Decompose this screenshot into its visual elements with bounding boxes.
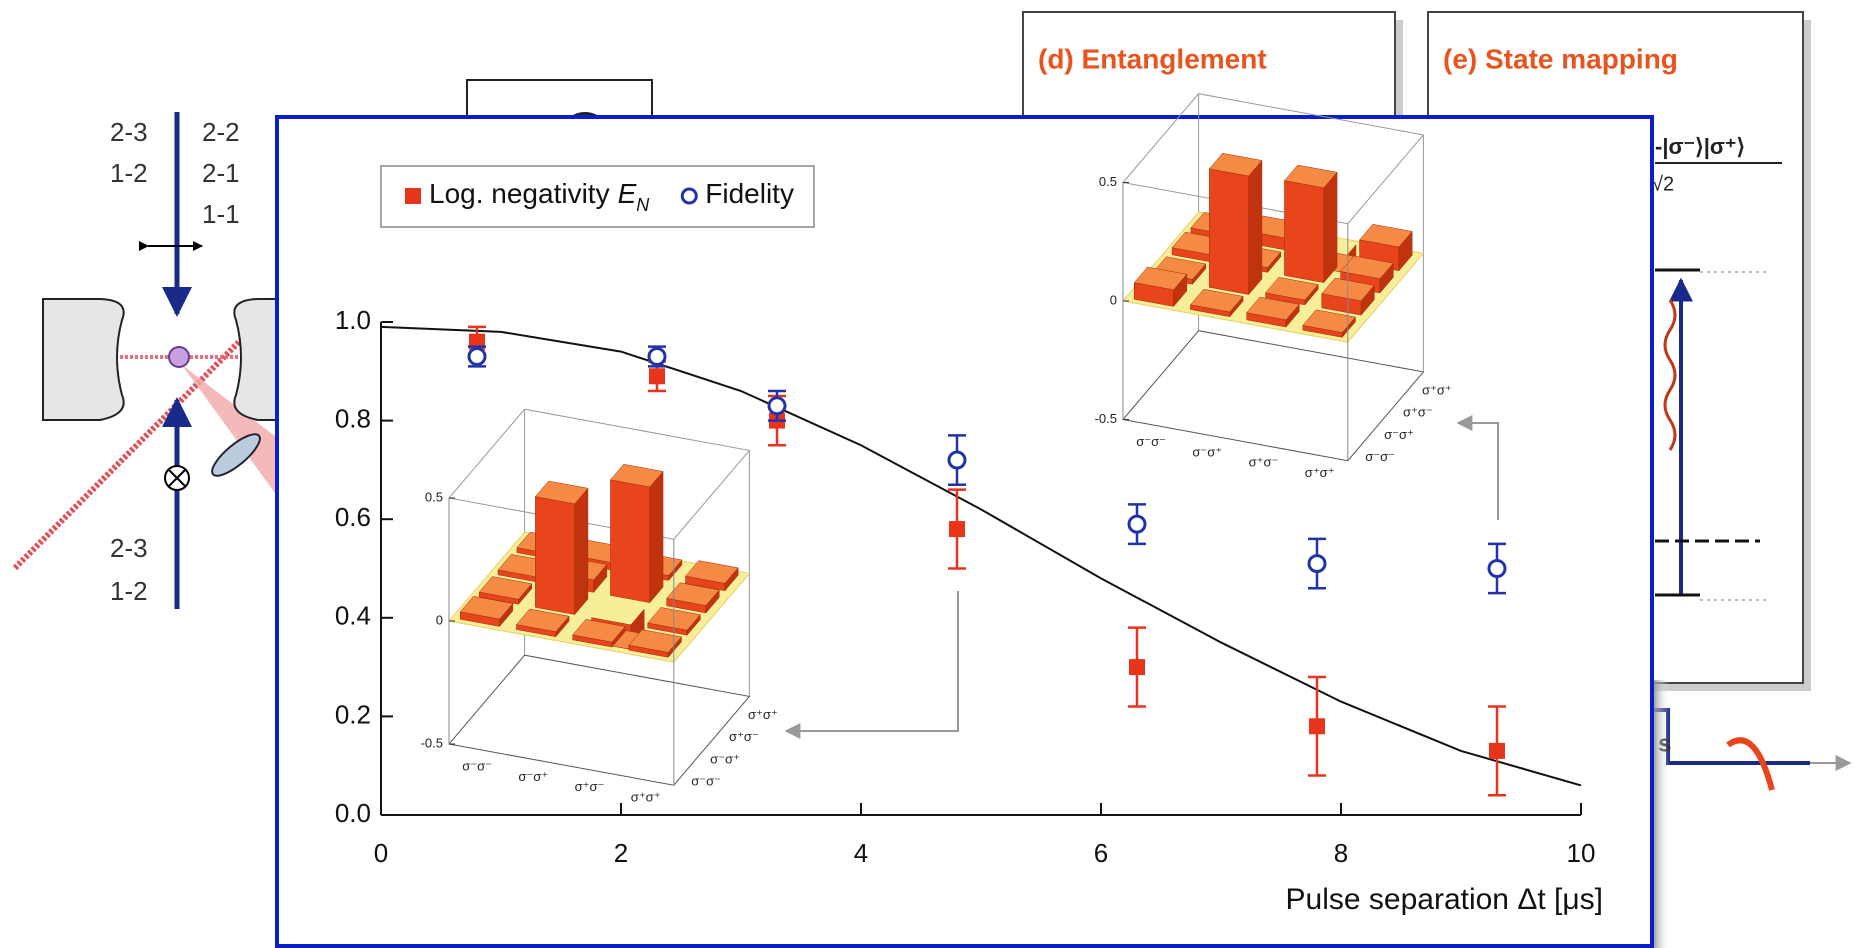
data-point <box>1129 516 1145 532</box>
state-sqrt: √2 <box>1652 173 1674 195</box>
inset-tick-label: -0.5 <box>421 735 443 750</box>
atom <box>169 347 189 367</box>
legend-label: Log. negativity EN <box>429 178 650 214</box>
inset-y-label: σ⁺σ⁻ <box>1403 405 1433 420</box>
inset-y-label: σ⁺σ⁺ <box>1422 382 1452 397</box>
y-tick-label: 1.0 <box>335 305 371 335</box>
data-point <box>769 398 785 414</box>
x-tick-label: 10 <box>1567 838 1596 868</box>
x-tick-label: 8 <box>1334 838 1348 868</box>
bar-side <box>650 471 663 602</box>
panel-title: (d) Entanglement <box>1038 43 1267 74</box>
inset-bar <box>1134 267 1187 306</box>
bar-front <box>610 480 649 603</box>
transition-label: 1-2 <box>110 158 148 188</box>
bar-side <box>1249 160 1262 294</box>
inset-x-label: σ⁻σ⁺ <box>1192 444 1222 459</box>
inset-x-label: σ⁺σ⁻ <box>1249 455 1279 470</box>
pulse-line <box>1652 710 1810 763</box>
y-tick-label: 0.0 <box>335 798 371 828</box>
data-point <box>1489 561 1505 577</box>
transition-label: 1-1 <box>202 199 240 229</box>
mirror-left <box>43 299 124 420</box>
bar-side <box>1324 172 1337 282</box>
inset-x-label: σ⁻σ⁻ <box>1136 434 1166 449</box>
data-point <box>1129 659 1145 675</box>
inset-tick-label: -0.5 <box>1095 411 1117 426</box>
legend-marker <box>405 188 421 204</box>
legend: Log. negativity EN Fidelity <box>381 166 814 227</box>
legend-subscript: N <box>636 195 650 215</box>
inset-y-label: σ⁻σ⁻ <box>1365 449 1395 464</box>
data-point <box>1489 743 1505 759</box>
bar-front <box>1209 169 1248 295</box>
y-tick-label: 0.8 <box>335 403 371 433</box>
data-point <box>649 368 665 384</box>
inset-y-label: σ⁻σ⁺ <box>710 751 740 766</box>
x-axis-label: Pulse separation Δt [μs] <box>1286 883 1603 916</box>
inset-x-label: σ⁺σ⁻ <box>575 779 605 794</box>
x-tick-label: 6 <box>1094 838 1108 868</box>
data-point <box>949 452 965 468</box>
y-tick-label: 0.2 <box>335 699 371 729</box>
inset-tick-label: 0.5 <box>1099 174 1117 189</box>
inset-x-label: σ⁺σ⁺ <box>1305 465 1335 480</box>
legend-label: Fidelity <box>705 178 794 209</box>
inset-bar <box>610 464 663 602</box>
x-tick-label: 0 <box>374 838 388 868</box>
pulse-shape <box>1728 740 1772 790</box>
inset-tick-label: 0 <box>1110 292 1117 307</box>
panel-title: (e) State mapping <box>1443 43 1678 74</box>
transition-label: 2-3 <box>110 117 148 147</box>
transition-label: 1-2 <box>110 576 148 606</box>
legend-name: Fidelity <box>705 178 794 209</box>
data-point <box>949 521 965 537</box>
frame-shadow <box>1652 680 1670 948</box>
bar-side <box>575 488 588 614</box>
data-point <box>1309 718 1325 734</box>
state-formula: -|σ⁻⟩|σ⁺⟩ <box>1655 134 1745 159</box>
data-point <box>649 349 665 365</box>
page: 2-3 1-2 2-2 2-1 1-1 2-3 1-2 (d) Entangle… <box>0 0 1854 948</box>
transition-label: 2-3 <box>110 533 148 563</box>
mirror-right <box>234 299 280 420</box>
inset-y-label: σ⁻σ⁻ <box>691 774 721 789</box>
bar-front <box>535 497 574 615</box>
legend-marker <box>682 189 696 203</box>
inset-x-label: σ⁻σ⁺ <box>518 769 548 784</box>
y-tick-label: 0.4 <box>335 601 371 631</box>
transition-label: 2-2 <box>202 117 240 147</box>
data-point <box>469 349 485 365</box>
inset-tick-label: 0 <box>436 612 443 627</box>
inset-bar <box>1284 165 1337 283</box>
inset-x-label: σ⁺σ⁺ <box>631 789 661 804</box>
inset-bar <box>1209 153 1262 294</box>
legend-name: Log. negativity <box>429 178 610 209</box>
x-tick-label: 4 <box>854 838 868 868</box>
data-point <box>1309 556 1325 572</box>
x-tick-label: 2 <box>614 838 628 868</box>
inset-y-label: σ⁺σ⁺ <box>748 707 778 722</box>
bar-front <box>1284 181 1323 283</box>
inset-bar <box>535 481 588 614</box>
legend-symbol: E <box>618 178 637 209</box>
inset-y-label: σ⁻σ⁺ <box>1384 427 1414 442</box>
transition-label: 2-1 <box>202 158 240 188</box>
y-tick-label: 0.6 <box>335 502 371 532</box>
inset-tick-label: 0.5 <box>425 489 443 504</box>
inset-x-label: σ⁻σ⁻ <box>462 759 492 774</box>
slide: 2-3 1-2 2-2 2-1 1-1 2-3 1-2 (d) Entangle… <box>0 0 1854 948</box>
inset-y-label: σ⁺σ⁻ <box>729 729 759 744</box>
